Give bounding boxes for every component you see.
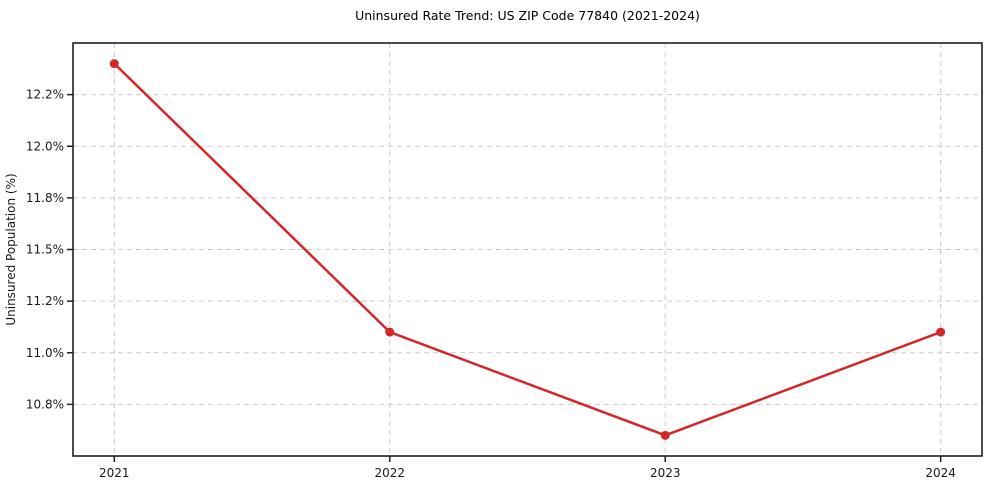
chart-title: Uninsured Rate Trend: US ZIP Code 77840 …: [355, 8, 700, 23]
y-tick-label: 11.2%: [26, 294, 64, 308]
y-tick-label: 11.5%: [26, 243, 64, 257]
y-tick-label: 10.8%: [26, 397, 64, 411]
trend-series: [109, 59, 946, 440]
trend-line: [113, 62, 942, 437]
data-point: [660, 430, 670, 440]
y-tick-label: 12.2%: [26, 88, 64, 102]
data-point: [385, 327, 395, 337]
y-axis-label: Uninsured Population (%): [4, 173, 18, 325]
x-tick-label: 2021: [99, 466, 130, 480]
x-tick-label: 2023: [650, 466, 681, 480]
data-point: [936, 327, 946, 337]
y-tick-label: 11.8%: [26, 191, 64, 205]
x-tick-label: 2022: [374, 466, 405, 480]
grid-layer: [73, 43, 982, 456]
y-tick-label: 11.0%: [26, 346, 64, 360]
tick-layer: 12.2% 12.0% 11.8% 11.5% 11.2% 11.0% 10.8% 2021 2…: [26, 88, 956, 480]
x-tick-label: 2024: [925, 466, 956, 480]
y-tick-label: 12.0%: [26, 139, 64, 153]
data-point: [109, 59, 119, 69]
